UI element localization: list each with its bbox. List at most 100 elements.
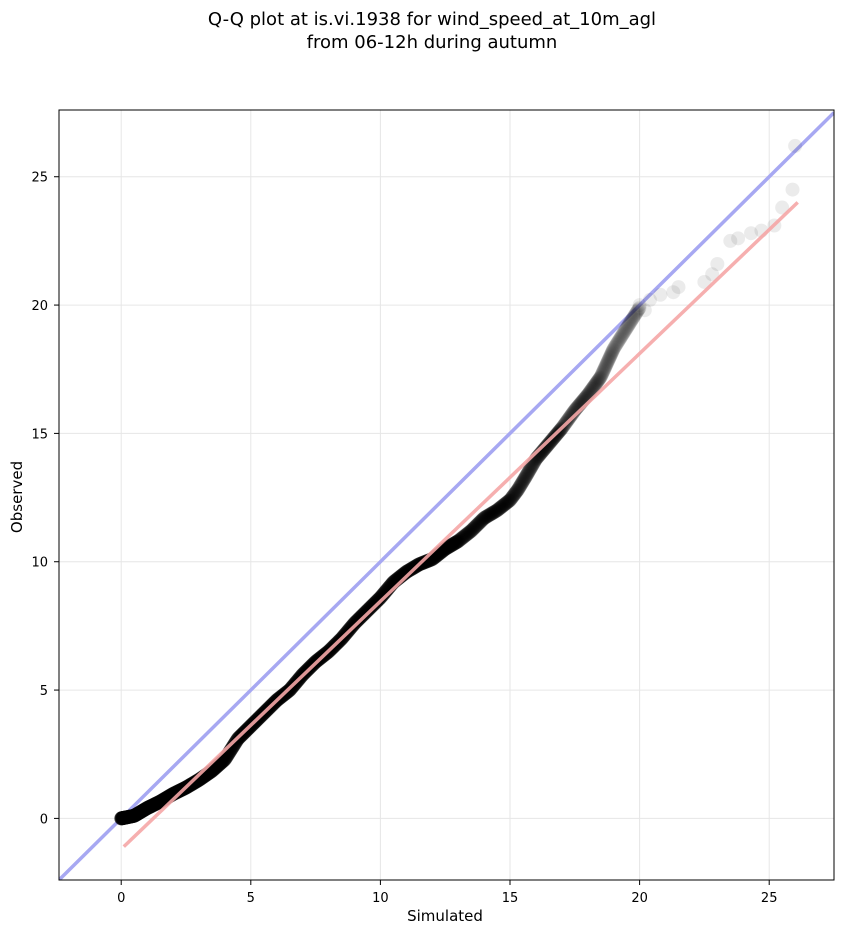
qq-point (115, 811, 130, 826)
qq-point (452, 533, 467, 548)
qq-point (419, 554, 434, 569)
qq-point (185, 776, 200, 791)
qq-point (122, 809, 137, 824)
qq-point-tail (632, 298, 647, 313)
qq-point (123, 809, 138, 824)
qq-point (469, 518, 484, 533)
qq-point (121, 809, 136, 824)
qq-point (128, 808, 143, 823)
qq-point (143, 799, 158, 814)
qq-point (153, 794, 168, 809)
qq-point (114, 811, 129, 826)
qq-point (589, 375, 604, 390)
qq-point (605, 343, 620, 358)
qq-point (619, 321, 634, 336)
chart-title-line1: Q-Q plot at is.vi.1938 for wind_speed_at… (208, 9, 656, 30)
qq-point (172, 784, 187, 799)
qq-point (141, 800, 156, 815)
qq-point (455, 530, 470, 545)
qq-point (491, 502, 506, 517)
qq-point (124, 809, 139, 824)
qq-point (362, 601, 377, 616)
qq-point (489, 503, 504, 518)
x-tick-label: 25 (761, 891, 778, 906)
qq-point (116, 810, 131, 825)
qq-point (612, 332, 627, 347)
qq-point (583, 383, 598, 398)
y-tick-label: 10 (31, 556, 48, 571)
qq-point (490, 503, 505, 518)
qq-point (352, 611, 367, 626)
y-axis-label: Observed (8, 461, 26, 533)
qq-point-tail (775, 200, 790, 215)
qq-point (491, 502, 506, 517)
qq-point (143, 799, 158, 814)
qq-point (401, 563, 416, 578)
qq-point (542, 435, 557, 450)
qq-point (125, 809, 140, 824)
qq-point (477, 510, 492, 525)
qq-point (362, 601, 377, 616)
qq-point (354, 609, 369, 624)
qq-point (134, 804, 149, 819)
qq-point (440, 540, 455, 555)
qq-point (625, 311, 640, 326)
qq-point (500, 494, 515, 509)
qq-point (620, 320, 635, 335)
qq-point (596, 363, 611, 378)
qq-point (613, 331, 628, 346)
qq-point (627, 308, 642, 323)
qq-point (447, 536, 462, 551)
qq-point (466, 521, 481, 536)
qq-point (609, 337, 624, 352)
qq-point (168, 785, 183, 800)
qq-point (217, 752, 232, 767)
qq-point (464, 523, 479, 538)
qq-point (126, 809, 141, 824)
qq-point (356, 607, 371, 622)
qq-point (465, 522, 480, 537)
qq-point (128, 808, 143, 823)
qq-point (368, 595, 383, 610)
qq-point (496, 498, 511, 513)
qq-point (357, 606, 372, 621)
qq-point (152, 795, 167, 810)
qq-point (624, 313, 639, 328)
qq-point (438, 541, 453, 556)
qq-point (600, 354, 615, 369)
qq-point (154, 794, 169, 809)
qq-point (445, 537, 460, 552)
qq-point (145, 798, 160, 813)
qq-point (604, 347, 619, 362)
qq-point (116, 811, 131, 826)
qq-point (147, 797, 162, 812)
qq-point (475, 513, 490, 528)
qq-point (494, 499, 509, 514)
qq-point (564, 408, 579, 423)
qq-point (589, 375, 604, 390)
qq-point (484, 506, 499, 521)
qq-point (619, 321, 634, 336)
qq-point (485, 506, 500, 521)
qq-point-tail (653, 287, 668, 302)
qq-point (151, 795, 166, 810)
qq-point (358, 605, 373, 620)
qq-point (615, 326, 630, 341)
qq-point (143, 799, 158, 814)
qq-point (149, 796, 164, 811)
qq-point-tail (785, 182, 800, 197)
qq-point (510, 483, 525, 498)
qq-point (587, 378, 602, 393)
qq-point (621, 318, 636, 333)
qq-point (217, 752, 232, 767)
qq-point (114, 811, 129, 826)
qq-point (216, 753, 231, 768)
qq-point (471, 516, 486, 531)
qq-point (630, 303, 645, 318)
qq-point (561, 411, 576, 426)
qq-point (518, 469, 533, 484)
qq-point (608, 338, 623, 353)
qq-point (565, 406, 580, 421)
qq-point (475, 512, 490, 527)
qq-point (147, 797, 162, 812)
